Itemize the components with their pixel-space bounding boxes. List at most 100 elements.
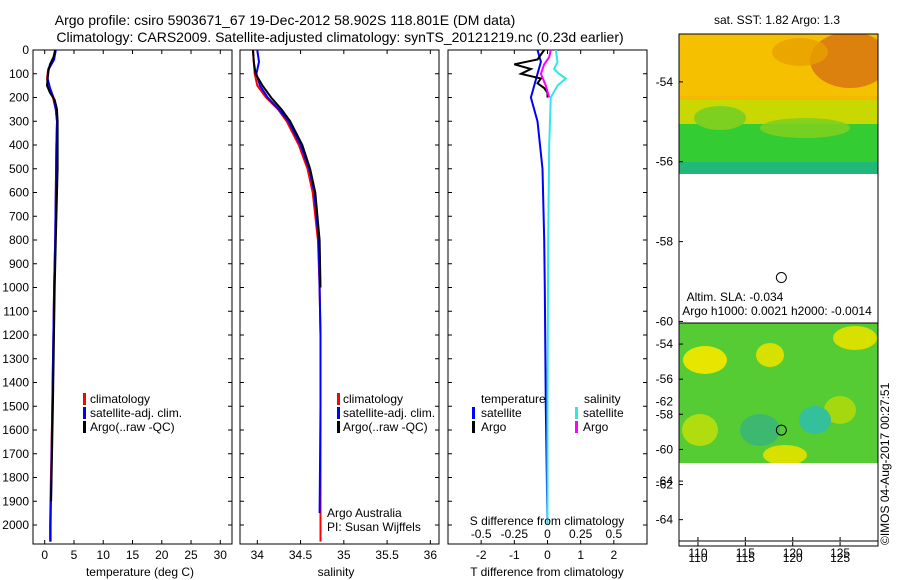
sla-axes-frame bbox=[678, 322, 879, 547]
map-y-tick-label: -64 bbox=[656, 513, 674, 527]
x-tick-label: 30 bbox=[214, 548, 228, 562]
map-y-tick-label: -54 bbox=[656, 75, 674, 89]
legend-swatch-t-argo bbox=[472, 421, 475, 433]
salinity-legend: climatology satellite-adj. clim. Argo(..… bbox=[337, 392, 435, 434]
y-tick-label: 200 bbox=[9, 91, 29, 105]
sla-profile-marker bbox=[775, 424, 787, 436]
legend-label-s-argo: Argo bbox=[583, 420, 609, 434]
y-tick-label: 1500 bbox=[2, 399, 29, 413]
legend-title-temperature: temperature bbox=[481, 392, 546, 406]
map-y-tick-label: -62 bbox=[656, 394, 674, 408]
map-y-tick-label: -58 bbox=[656, 235, 674, 249]
y-tick-label: 2000 bbox=[2, 518, 29, 532]
x-tick-label: 0 bbox=[544, 548, 551, 562]
y-tick-label: 500 bbox=[9, 162, 29, 176]
y-tick-label: 1300 bbox=[2, 352, 29, 366]
y-tick-label: 1000 bbox=[2, 281, 29, 295]
y-tick-label: 0 bbox=[22, 43, 29, 57]
series-line-s-argo bbox=[539, 49, 552, 98]
map-x-tick-label: 120 bbox=[783, 551, 803, 565]
difference-x-label-salinity: S difference from climatology bbox=[470, 514, 625, 528]
y-tick-label: 1900 bbox=[2, 494, 29, 508]
sst-south-band bbox=[679, 162, 878, 174]
map-y-tick-label: -58 bbox=[656, 407, 674, 421]
sla-low-2 bbox=[740, 414, 780, 446]
legend-label-climatology: climatology bbox=[343, 392, 403, 406]
map-x-tick-label: 115 bbox=[736, 546, 755, 560]
legend-swatch-satellite bbox=[337, 407, 340, 419]
temperature-legend: climatology satellite-adj. clim. Argo(..… bbox=[83, 392, 182, 434]
sst-map-panel: sat. SST: 1.82 Argo: 1.3 110 115 120 125 -54… bbox=[656, 13, 879, 560]
legend-swatch-climatology bbox=[337, 393, 340, 405]
x-tick-label: -1 bbox=[509, 548, 520, 562]
sst-field bbox=[679, 34, 878, 174]
legend-swatch-s-argo bbox=[575, 421, 578, 433]
legend-label-argo: Argo(..raw -QC) bbox=[343, 420, 428, 434]
map-x-tick-label: 125 bbox=[830, 546, 850, 560]
legend-label-t-satellite: satellite bbox=[481, 406, 522, 420]
annotation-pi: PI: Susan Wijffels bbox=[327, 520, 421, 534]
x-tick-label: -2 bbox=[476, 548, 487, 562]
legend-swatch-s-satellite bbox=[575, 407, 578, 419]
y-tick-label: 300 bbox=[9, 114, 29, 128]
sla-high-2 bbox=[756, 343, 784, 367]
map-x-tick-label: 110 bbox=[688, 551, 707, 565]
map-y-tick-label: -62 bbox=[656, 478, 674, 492]
sst-hot-spot-2 bbox=[772, 38, 828, 66]
legend-swatch-climatology bbox=[83, 393, 86, 405]
x-tick-label: 25 bbox=[184, 548, 198, 562]
sst-map-title: sat. SST: 1.82 Argo: 1.3 bbox=[714, 13, 840, 27]
y-tick-label: 1200 bbox=[2, 328, 29, 342]
series-line-s-satellite bbox=[546, 49, 568, 525]
x-tick-label-salinity: 0 bbox=[544, 527, 551, 541]
salinity-panel: 34 34.5 35 35.5 36 salinity climatology sate… bbox=[239, 49, 440, 579]
map-x-tick-label: 120 bbox=[783, 546, 803, 560]
x-tick-label: 1 bbox=[577, 548, 584, 562]
legend-label-satellite: satellite-adj. clim. bbox=[343, 406, 435, 420]
y-tick-label: 1700 bbox=[2, 447, 29, 461]
x-tick-label: 35 bbox=[337, 548, 351, 562]
legend-label-s-satellite: satellite bbox=[583, 406, 624, 420]
y-tick-label: 800 bbox=[9, 233, 29, 247]
x-tick-label: 34.5 bbox=[289, 548, 313, 562]
y-tick-label: 900 bbox=[9, 257, 29, 271]
legend-swatch-argo bbox=[83, 421, 86, 433]
series-line-argo-raw-qc- bbox=[45, 49, 59, 502]
legend-label-satellite: satellite-adj. clim. bbox=[90, 406, 182, 420]
x-tick-label-salinity: 0.5 bbox=[605, 527, 622, 541]
y-tick-label: 1600 bbox=[2, 423, 29, 437]
x-tick-label-salinity: -0.25 bbox=[501, 527, 529, 541]
x-tick-label: 0 bbox=[41, 548, 48, 562]
sla-map-title-line2: Argo h1000: 0.0021 h2000: -0.0014 bbox=[682, 304, 872, 318]
map-y-tick-label: -64 bbox=[656, 474, 674, 488]
x-tick-label-salinity: 0.25 bbox=[569, 527, 593, 541]
x-tick-label-salinity: -0.5 bbox=[471, 527, 492, 541]
x-tick-label: 36 bbox=[424, 548, 438, 562]
figure-title-line2: Climatology: CARS2009. Satellite-adjuste… bbox=[56, 29, 623, 45]
x-tick-label: 2 bbox=[610, 548, 617, 562]
salinity-x-label: salinity bbox=[318, 565, 355, 579]
x-tick-label: 34 bbox=[251, 548, 265, 562]
sla-high-1 bbox=[683, 346, 727, 374]
sst-cool-patch-2 bbox=[760, 118, 850, 138]
map-y-tick-label: -60 bbox=[656, 314, 674, 328]
map-x-tick-label: 125 bbox=[830, 551, 850, 565]
x-tick-label: 20 bbox=[155, 548, 169, 562]
legend-label-t-argo: Argo bbox=[481, 420, 507, 434]
legend-label-climatology: climatology bbox=[90, 392, 150, 406]
series-line-climatology bbox=[252, 49, 322, 542]
series-line-argo-raw-qc- bbox=[252, 49, 322, 288]
y-tick-label: 700 bbox=[9, 209, 29, 223]
map-y-tick-label: -56 bbox=[656, 372, 674, 386]
y-tick-label: 400 bbox=[9, 138, 29, 152]
y-tick-label: 600 bbox=[9, 186, 29, 200]
legend-swatch-argo bbox=[337, 421, 340, 433]
legend-label-argo: Argo(..raw -QC) bbox=[90, 420, 175, 434]
legend-title-salinity: salinity bbox=[584, 392, 621, 406]
sla-high-3 bbox=[833, 326, 877, 350]
sla-high-5 bbox=[763, 445, 807, 463]
sst-profile-marker bbox=[775, 272, 787, 284]
sla-field bbox=[679, 323, 878, 463]
x-tick-label: 15 bbox=[126, 548, 140, 562]
sst-axes-frame bbox=[678, 33, 879, 542]
